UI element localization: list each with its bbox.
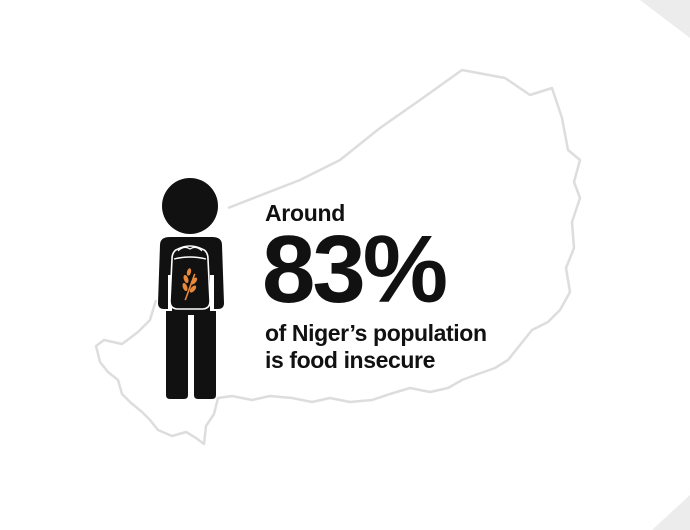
lead-text: Around <box>265 200 345 226</box>
statistic-value: 83% <box>262 216 448 323</box>
caption-line-1: of Niger’s population <box>265 320 487 346</box>
wheat-icon <box>182 268 198 301</box>
caption-line-2: is food insecure <box>265 347 435 373</box>
person-with-grain-sack-icon <box>158 178 224 399</box>
statistic-text-block: Around 83% of Niger’s population is food… <box>262 200 487 374</box>
